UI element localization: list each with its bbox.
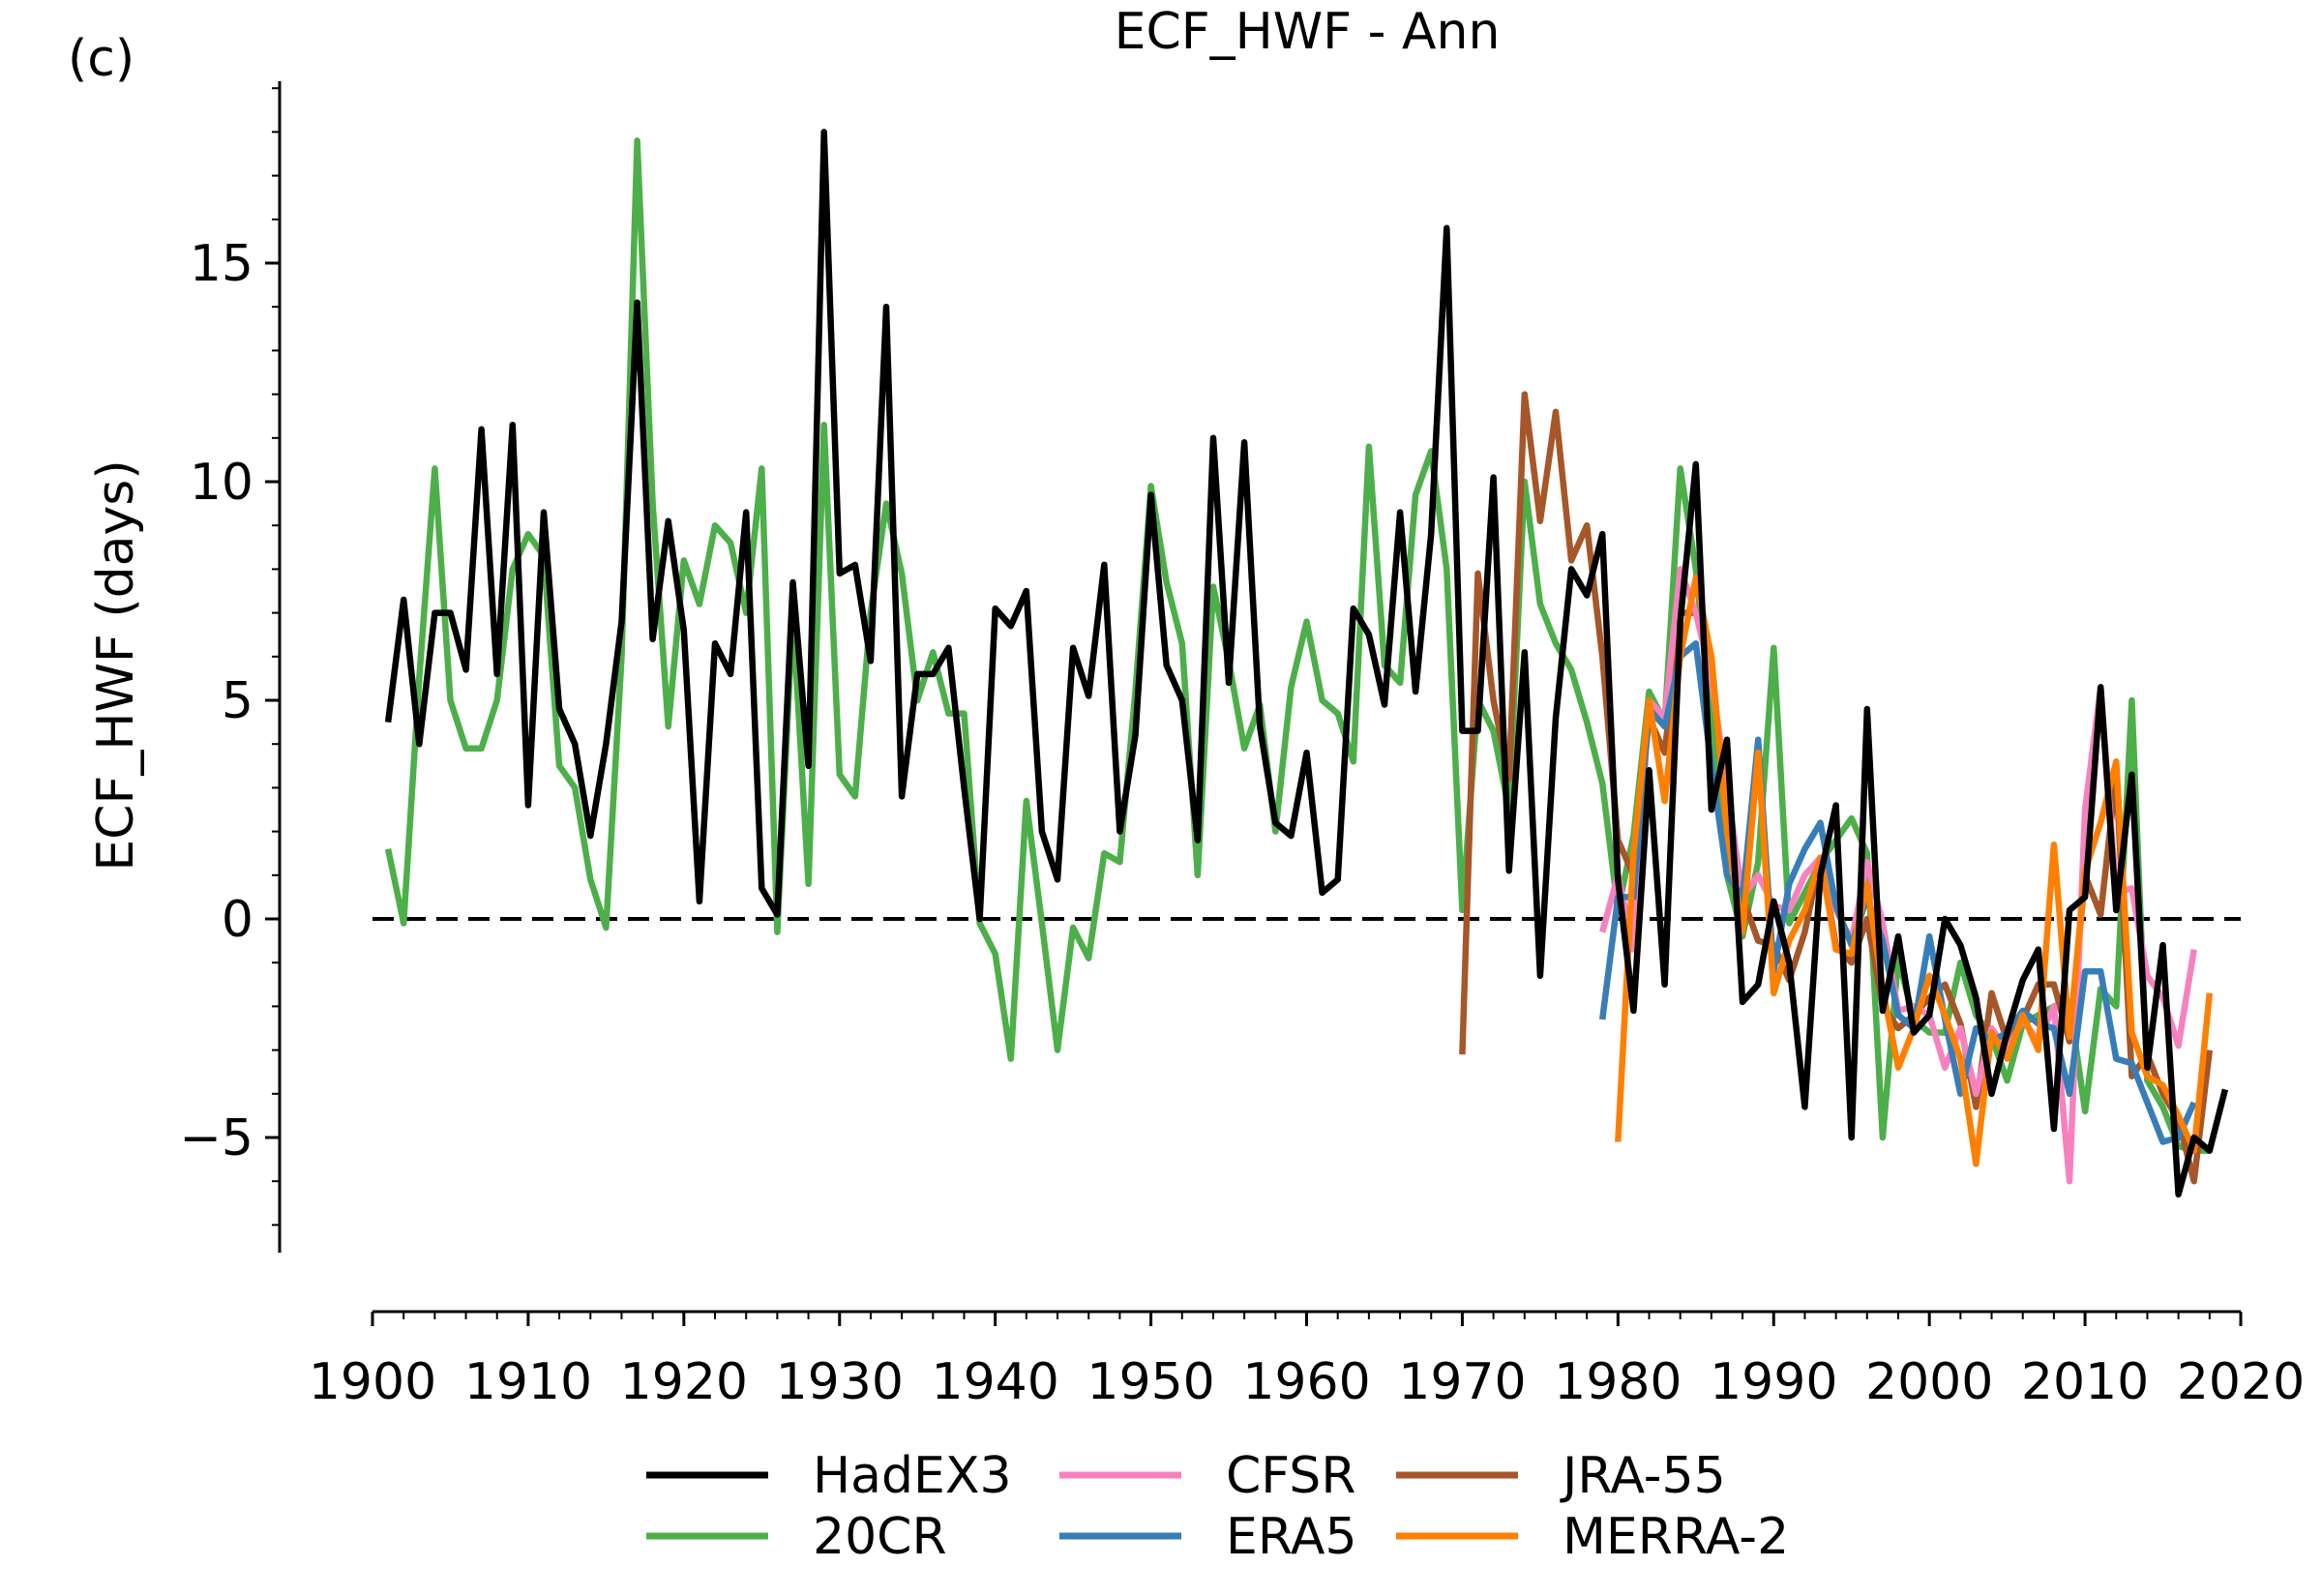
y-tick-label: −5: [179, 1109, 253, 1167]
series-jra-55: [1459, 391, 2214, 1185]
x-tick-label: 1960: [1242, 1353, 1370, 1411]
x-tick-label: 1950: [1087, 1353, 1214, 1411]
series-line-hadex3: [384, 129, 2229, 1198]
x-tick-label: 1920: [620, 1353, 748, 1411]
series-era5: [1598, 639, 2197, 1145]
legend-item: HadEX3: [646, 1447, 1012, 1505]
panel-label: (c): [68, 30, 134, 88]
legend-label: CFSR: [1226, 1447, 1355, 1505]
y-tick-label: 10: [190, 454, 253, 512]
legend-label: MERRA-2: [1563, 1508, 1789, 1566]
legend-label: JRA-55: [1560, 1447, 1726, 1505]
y-tick-label: 0: [222, 891, 253, 949]
x-tick-label: 1980: [1554, 1353, 1682, 1411]
y-tick-label: 15: [190, 235, 253, 293]
chart-title: ECF_HWF - Ann: [1115, 3, 1501, 61]
x-tick-label: 2010: [2021, 1353, 2149, 1411]
x-tick-label: 1940: [931, 1353, 1058, 1411]
legend-item: CFSR: [1059, 1447, 1355, 1505]
legend-label: ERA5: [1226, 1508, 1357, 1566]
series-hadex3: [384, 129, 2229, 1198]
x-tick-label: 1910: [464, 1353, 592, 1411]
series-lines: [384, 129, 2229, 1198]
series-line-era5: [1598, 639, 2197, 1145]
legend-label: 20CR: [813, 1508, 947, 1566]
y-axis-label: ECF_HWF (days): [87, 459, 145, 871]
x-tick-label: 1990: [1710, 1353, 1837, 1411]
plot-area: [372, 129, 2241, 1198]
x-tick-label: 1900: [309, 1353, 436, 1411]
x-axis: 1900 1910 1920 1930 1940 1950 1960 1970 1980 1990…: [309, 1310, 2305, 1411]
y-tick-label: 5: [222, 672, 253, 730]
x-tick-label: 2000: [1865, 1353, 1993, 1411]
x-tick-label: 1970: [1398, 1353, 1526, 1411]
x-tick-label: 1930: [776, 1353, 904, 1411]
y-axis: −5 0 5 10 15: [179, 81, 282, 1253]
legend-item: ERA5: [1059, 1508, 1357, 1566]
legend-item: MERRA-2: [1396, 1508, 1789, 1566]
x-tick-label: 2020: [2177, 1353, 2305, 1411]
legend-label: HadEX3: [813, 1447, 1012, 1505]
legend-item: 20CR: [646, 1508, 947, 1566]
legend-item: JRA-55: [1396, 1447, 1726, 1505]
y-ticks: −5 0 5 10 15: [179, 87, 280, 1227]
x-ticks: 1900 1910 1920 1930 1940 1950 1960 1970 1980 1990…: [309, 1312, 2305, 1411]
series-line-jra-55: [1459, 391, 2214, 1185]
